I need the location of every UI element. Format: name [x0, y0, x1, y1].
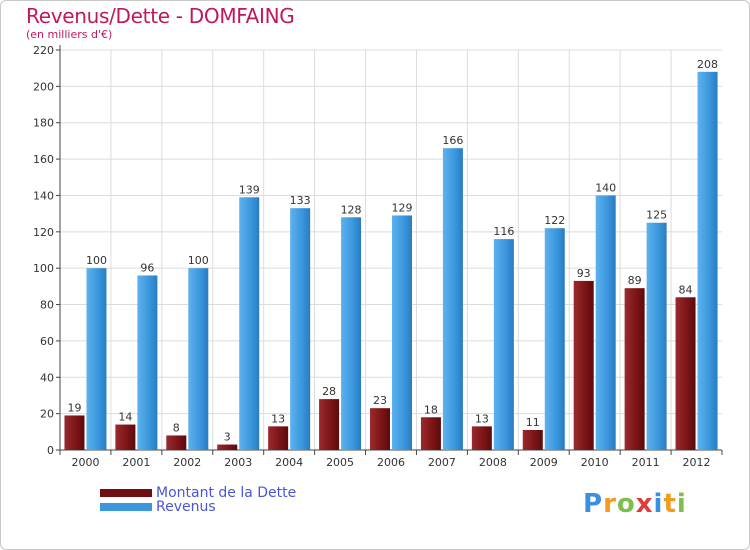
data-label-revenus: 166 [442, 134, 463, 147]
logo-letter: P [583, 489, 604, 519]
data-label-revenus: 100 [86, 254, 107, 267]
y-tick-label: 100 [33, 262, 54, 275]
legend-swatch-dette [100, 489, 152, 497]
legend-swatch-revenus [100, 503, 152, 511]
logo-letter: x [635, 489, 654, 519]
logo-letter: o [616, 489, 636, 519]
x-tick-label: 2006 [377, 456, 405, 469]
logo-letter: t [663, 489, 677, 519]
data-label-dette: 18 [424, 403, 438, 416]
y-tick-label: 160 [33, 153, 54, 166]
data-label-dette: 89 [628, 274, 642, 287]
bar-revenus [188, 268, 209, 450]
y-tick-label: 140 [33, 189, 54, 202]
x-tick-label: 2002 [173, 456, 201, 469]
data-label-dette: 19 [67, 401, 81, 414]
legend-label-revenus: Revenus [156, 499, 216, 515]
data-label-revenus: 140 [595, 181, 616, 194]
data-label-dette: 13 [271, 412, 285, 425]
x-tick-label: 2010 [581, 456, 609, 469]
data-label-dette: 28 [322, 385, 336, 398]
data-label-revenus: 122 [544, 214, 565, 227]
bar-dette [166, 435, 187, 450]
data-label-revenus: 129 [392, 201, 413, 214]
data-label-dette: 14 [118, 411, 132, 424]
bar-dette [64, 415, 85, 450]
data-label-dette: 8 [173, 421, 180, 434]
bar-dette [217, 444, 238, 450]
data-label-revenus: 100 [188, 254, 209, 267]
bar-dette [522, 430, 543, 450]
bar-dette [115, 424, 136, 450]
data-label-dette: 93 [577, 267, 591, 280]
legend-item-dette: Montant de la Dette [100, 486, 296, 500]
y-tick-label: 220 [33, 44, 54, 57]
data-label-revenus: 116 [493, 225, 514, 238]
data-label-revenus: 133 [290, 194, 311, 207]
chart-subtitle: (en milliers d'€) [26, 28, 113, 41]
y-tick-label: 120 [33, 226, 54, 239]
data-label-dette: 13 [475, 412, 489, 425]
proxiti-logo: Proxiti [583, 489, 687, 519]
y-tick-label: 80 [40, 299, 54, 312]
y-tick-label: 40 [40, 371, 54, 384]
data-label-revenus: 208 [697, 58, 718, 71]
bar-revenus [290, 208, 311, 450]
x-tick-label: 2001 [122, 456, 150, 469]
bar-revenus [442, 148, 463, 450]
x-tick-label: 2012 [683, 456, 711, 469]
data-label-revenus: 139 [239, 183, 260, 196]
bar-revenus [493, 239, 514, 450]
y-tick-label: 0 [47, 444, 54, 457]
x-tick-label: 2004 [275, 456, 303, 469]
logo-letter: i [676, 489, 687, 519]
grid-lines [60, 49, 722, 450]
data-label-revenus: 125 [646, 209, 667, 222]
bar-revenus [697, 71, 718, 451]
logo-letter: i [653, 489, 664, 519]
bar-dette [268, 426, 289, 450]
bar-dette [471, 426, 492, 450]
x-tick-label: 2009 [530, 456, 558, 469]
bar-dette [319, 399, 340, 450]
bar-revenus [86, 268, 107, 450]
bar-revenus [239, 197, 260, 450]
x-tick-label: 2007 [428, 456, 456, 469]
logo-letter: r [603, 489, 617, 519]
x-tick-label: 2003 [224, 456, 252, 469]
legend-label-dette: Montant de la Dette [156, 485, 297, 501]
bar-revenus [544, 228, 565, 450]
bar-revenus [137, 275, 158, 450]
bar-dette [675, 297, 696, 450]
y-tick-label: 20 [40, 408, 54, 421]
y-tick-label: 60 [40, 335, 54, 348]
y-tick-label: 180 [33, 117, 54, 130]
x-tick-label: 2005 [326, 456, 354, 469]
data-label-dette: 84 [679, 283, 693, 296]
x-tick-label: 2008 [479, 456, 507, 469]
data-label-dette: 23 [373, 394, 387, 407]
bar-revenus [646, 222, 667, 450]
data-label-dette: 11 [526, 416, 540, 429]
bars [64, 71, 718, 451]
bar-dette [420, 417, 441, 450]
legend-item-revenus: Revenus [100, 500, 296, 514]
y-tick-label: 200 [33, 80, 54, 93]
chart-title: Revenus/Dette - DOMFAING [26, 4, 295, 28]
bar-dette [573, 280, 594, 450]
bar-revenus [392, 215, 412, 450]
bar-revenus [341, 217, 362, 450]
data-label-revenus: 96 [140, 261, 154, 274]
data-labels: 19 100 14 96 8 100 3 139 13 133 28 128 23 129 18 166 13 1… [67, 58, 718, 444]
bar-dette [624, 288, 645, 450]
data-label-revenus: 128 [341, 203, 362, 216]
legend: Montant de la Dette Revenus [100, 486, 296, 514]
bar-dette [370, 408, 390, 450]
data-label-dette: 3 [224, 431, 231, 444]
bar-revenus [595, 195, 616, 450]
x-tick-label: 2000 [71, 456, 99, 469]
x-tick-label: 2011 [632, 456, 660, 469]
